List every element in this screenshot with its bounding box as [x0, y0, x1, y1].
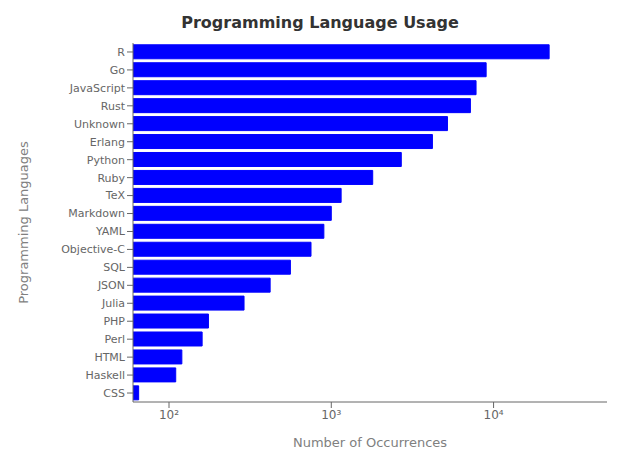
svg-text:TeX: TeX: [105, 189, 126, 202]
svg-text:Perl: Perl: [104, 333, 125, 346]
svg-text:Objective-C: Objective-C: [61, 243, 125, 256]
svg-text:CSS: CSS: [103, 387, 125, 400]
svg-text:Erlang: Erlang: [90, 136, 125, 149]
svg-text:JSON: JSON: [97, 279, 125, 292]
svg-text:Rust: Rust: [101, 100, 126, 113]
svg-text:Number of Occurrences: Number of Occurrences: [293, 435, 447, 450]
svg-text:10²: 10²: [159, 408, 179, 422]
html-text:Programming Language Usage: Programming Language Usage: [181, 13, 459, 32]
svg-text:Unknown: Unknown: [74, 118, 125, 131]
svg-text:PHP: PHP: [103, 315, 125, 328]
svg-text:Julia: Julia: [101, 297, 125, 310]
svg-text:10³: 10³: [321, 408, 341, 422]
svg-text:Ruby: Ruby: [97, 172, 125, 185]
svg-text:YAML: YAML: [95, 225, 126, 238]
svg-text:Programming Languages: Programming Languages: [16, 141, 31, 304]
svg-text:10⁴: 10⁴: [484, 408, 504, 422]
svg-text:JavaScript: JavaScript: [69, 82, 126, 95]
svg-text:SQL: SQL: [103, 261, 126, 274]
svg-text:R: R: [117, 46, 125, 59]
svg-text:Haskell: Haskell: [85, 369, 125, 382]
svg-text:Markdown: Markdown: [68, 207, 125, 220]
svg-text:HTML: HTML: [94, 351, 125, 364]
svg-text:Python: Python: [87, 154, 125, 167]
svg-text:Go: Go: [110, 64, 126, 77]
